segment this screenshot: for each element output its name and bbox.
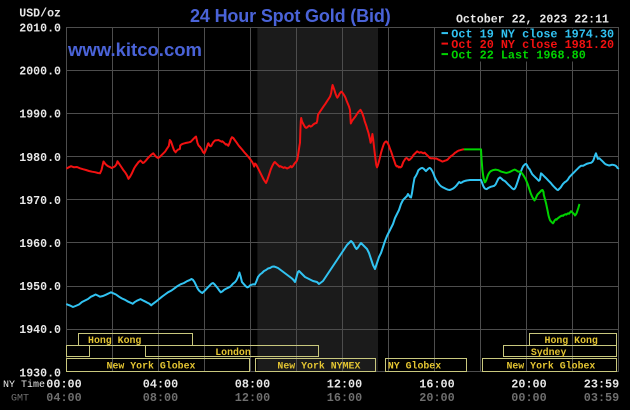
svg-text:08:00: 08:00 — [235, 378, 270, 392]
svg-text:16:00: 16:00 — [419, 378, 454, 392]
svg-text:Sydney: Sydney — [531, 347, 567, 358]
svg-text:Hong Kong: Hong Kong — [88, 335, 141, 346]
svg-text:16:00: 16:00 — [327, 391, 362, 405]
svg-text:2010.0: 2010.0 — [19, 23, 61, 36]
svg-text:04:00: 04:00 — [46, 391, 81, 405]
svg-text:1970.0: 1970.0 — [19, 195, 61, 208]
svg-text:New York NYMEX: New York NYMEX — [277, 360, 360, 371]
svg-text:1940.0: 1940.0 — [19, 324, 61, 337]
svg-text:1950.0: 1950.0 — [19, 281, 61, 294]
svg-text:New York Globex: New York Globex — [506, 360, 595, 371]
svg-text:20:00: 20:00 — [511, 378, 546, 392]
svg-text:USD/oz: USD/oz — [19, 8, 61, 21]
svg-text:24 Hour Spot Gold (Bid): 24 Hour Spot Gold (Bid) — [190, 6, 391, 26]
svg-text:Hong Kong: Hong Kong — [545, 335, 598, 346]
svg-text:2000.0: 2000.0 — [19, 66, 61, 79]
svg-text:Oct 22 Last 1968.80: Oct 22 Last 1968.80 — [451, 49, 586, 63]
svg-text:www.kitco.com: www.kitco.com — [67, 39, 202, 60]
svg-text:00:00: 00:00 — [511, 391, 546, 405]
svg-text:03:59: 03:59 — [584, 391, 619, 405]
svg-text:1930.0: 1930.0 — [19, 367, 61, 380]
svg-text:1960.0: 1960.0 — [19, 238, 61, 251]
svg-text:NY Globex: NY Globex — [388, 360, 441, 371]
svg-text:GMT: GMT — [11, 394, 29, 405]
svg-text:00:00: 00:00 — [46, 378, 81, 392]
svg-text:New York Globex: New York Globex — [107, 360, 196, 371]
svg-text:1980.0: 1980.0 — [19, 152, 61, 165]
svg-text:20:00: 20:00 — [419, 391, 454, 405]
svg-text:04:00: 04:00 — [143, 378, 178, 392]
svg-text:London: London — [215, 347, 251, 358]
svg-text:NY Time: NY Time — [3, 379, 45, 391]
svg-text:12:00: 12:00 — [235, 391, 270, 405]
svg-text:Oct 19 NY close 1974.30: Oct 19 NY close 1974.30 — [451, 28, 614, 42]
svg-text:23:59: 23:59 — [584, 378, 619, 392]
svg-text:October 22, 2023 22:11: October 22, 2023 22:11 — [456, 14, 609, 27]
svg-text:12:00: 12:00 — [327, 378, 362, 392]
svg-text:08:00: 08:00 — [143, 391, 178, 405]
svg-text:Oct 20 NY close 1981.20: Oct 20 NY close 1981.20 — [451, 38, 614, 52]
svg-text:1990.0: 1990.0 — [19, 109, 61, 122]
